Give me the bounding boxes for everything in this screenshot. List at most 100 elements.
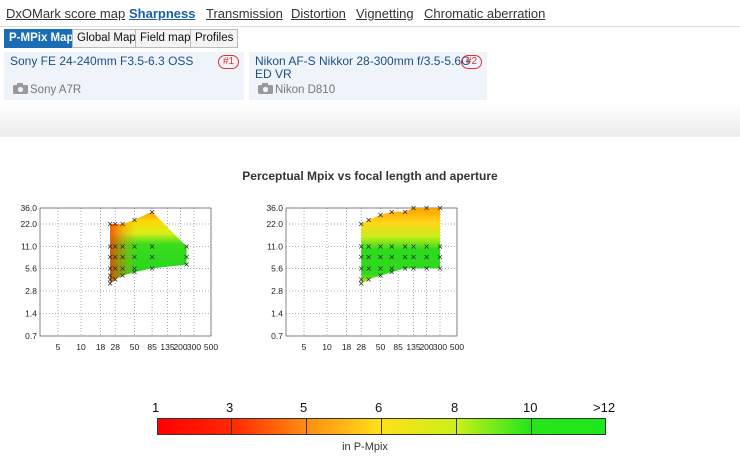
tab-p-mpix-map[interactable]: P-MPix Map (4, 29, 79, 48)
heatmap-chart-2: ×××××××××××××××××××××××××××××××××××××36.… (266, 203, 464, 352)
measurement-point: × (377, 252, 384, 261)
legend-color-bar (157, 418, 606, 435)
nav-transmission[interactable]: Transmission (206, 6, 283, 21)
top-nav: DxOMark score map Sharpness Transmission… (0, 0, 740, 27)
measurement-point: × (119, 264, 126, 273)
camera-line: Sony A7R (13, 83, 81, 96)
y-tick-label: 2.8 (271, 286, 283, 296)
x-tick-label: 5 (56, 342, 61, 352)
measurement-point: × (377, 211, 384, 220)
measurement-point: × (388, 207, 395, 216)
y-tick-label: 2.8 (25, 286, 37, 296)
y-tick-label: 0.7 (271, 331, 283, 341)
x-tick-label: 10 (322, 342, 332, 352)
measurement-point: × (410, 264, 417, 273)
x-tick-label: 28 (111, 342, 121, 352)
legend-label: 5 (300, 400, 308, 415)
camera-name: Nikon D810 (275, 84, 336, 96)
measurement-point: × (365, 242, 372, 251)
measurement-point: × (107, 279, 114, 288)
separator-band (0, 103, 740, 137)
measurement-point: × (423, 264, 430, 273)
nav-vignetting[interactable]: Vignetting (356, 6, 414, 21)
x-tick-label: 135 (406, 342, 420, 352)
measurement-point: × (410, 242, 417, 251)
nav-sharpness[interactable]: Sharpness (129, 6, 196, 21)
tab-profiles[interactable]: Profiles (190, 29, 239, 48)
measurement-point: × (365, 252, 372, 261)
measurement-point: × (149, 252, 156, 261)
legend-label: 3 (226, 400, 234, 415)
legend-label: 6 (375, 400, 383, 415)
measurement-point: × (112, 275, 119, 284)
measurement-point: × (149, 264, 156, 273)
measurement-point: × (410, 252, 417, 261)
legend-label: >12 (593, 400, 616, 415)
measurement-point: × (358, 242, 365, 251)
measurement-point: × (377, 264, 384, 273)
heat-surface (361, 208, 440, 284)
x-tick-label: 50 (376, 342, 386, 352)
tab-field-map[interactable]: Field map (135, 29, 196, 48)
measurement-point: × (183, 242, 190, 251)
measurement-point: × (131, 268, 138, 277)
x-tick-label: 300 (187, 342, 201, 352)
measurement-point: × (410, 204, 417, 213)
x-tick-label: 200 (173, 342, 187, 352)
measurement-point: × (402, 252, 409, 261)
camera-line: Nikon D810 (258, 83, 335, 96)
nav-chromatic-aberration[interactable]: Chromatic aberration (424, 6, 546, 21)
y-tick-label: 1.4 (25, 308, 37, 318)
lens-card-1: Sony FE 24-240mm F3.5-6.3 OSS #1 Sony A7… (4, 52, 244, 100)
lens-name[interactable]: Nikon AF-S Nikkor 28-300mm f/3.5-5.6G ED … (255, 55, 470, 81)
measurement-point: × (437, 204, 444, 213)
measurement-point: × (388, 252, 395, 261)
measurement-point: × (131, 215, 138, 224)
x-tick-label: 200 (419, 342, 433, 352)
x-tick-label: 135 (160, 342, 174, 352)
measurement-point: × (388, 242, 395, 251)
y-tick-label: 36.0 (20, 203, 37, 213)
lens-rank-badge: #1 (218, 55, 240, 69)
measurement-point: × (365, 264, 372, 273)
x-tick-label: 18 (342, 342, 352, 352)
tab-global-map[interactable]: Global Map (72, 29, 141, 48)
y-tick-label: 5.6 (25, 263, 37, 273)
charts-area: ×××××××××××××××××××××××××××××36.022.011.… (20, 203, 464, 352)
measurement-point: × (183, 252, 190, 261)
camera-icon (13, 83, 28, 94)
measurement-point: × (112, 219, 119, 228)
measurement-point: × (119, 252, 126, 261)
measurement-point: × (423, 204, 430, 213)
measurement-point: × (358, 219, 365, 228)
lens-name[interactable]: Sony FE 24-240mm F3.5-6.3 OSS (10, 54, 194, 68)
x-tick-label: 85 (147, 342, 157, 352)
measurement-point: × (112, 264, 119, 273)
measurement-point: × (119, 242, 126, 251)
measurement-point: × (131, 252, 138, 261)
nav-distortion[interactable]: Distortion (291, 6, 346, 21)
lens-rank-badge: #2 (461, 55, 483, 69)
y-tick-label: 22.0 (266, 219, 283, 229)
measurement-point: × (107, 264, 114, 273)
measurement-point: × (358, 252, 365, 261)
measurement-point: × (388, 268, 395, 277)
y-tick-label: 0.7 (25, 331, 37, 341)
nav-dxomark-score-map[interactable]: DxOMark score map (6, 6, 126, 21)
measurement-point: × (149, 242, 156, 251)
measurement-point: × (358, 279, 365, 288)
camera-icon (258, 83, 273, 94)
measurement-point: × (437, 252, 444, 261)
y-tick-label: 22.0 (20, 219, 37, 229)
legend-label: 10 (523, 400, 538, 415)
measurement-point: × (388, 264, 395, 273)
measurement-point: × (402, 207, 409, 216)
measurement-point: × (107, 252, 114, 261)
measurement-point: × (423, 242, 430, 251)
heatmap-chart-1: ×××××××××××××××××××××××××××××36.022.011.… (20, 203, 218, 352)
measurement-point: × (119, 219, 126, 228)
measurement-point: × (107, 242, 114, 251)
measurement-point: × (119, 271, 126, 280)
measurement-point: × (423, 252, 430, 261)
measurement-point: × (149, 207, 156, 216)
